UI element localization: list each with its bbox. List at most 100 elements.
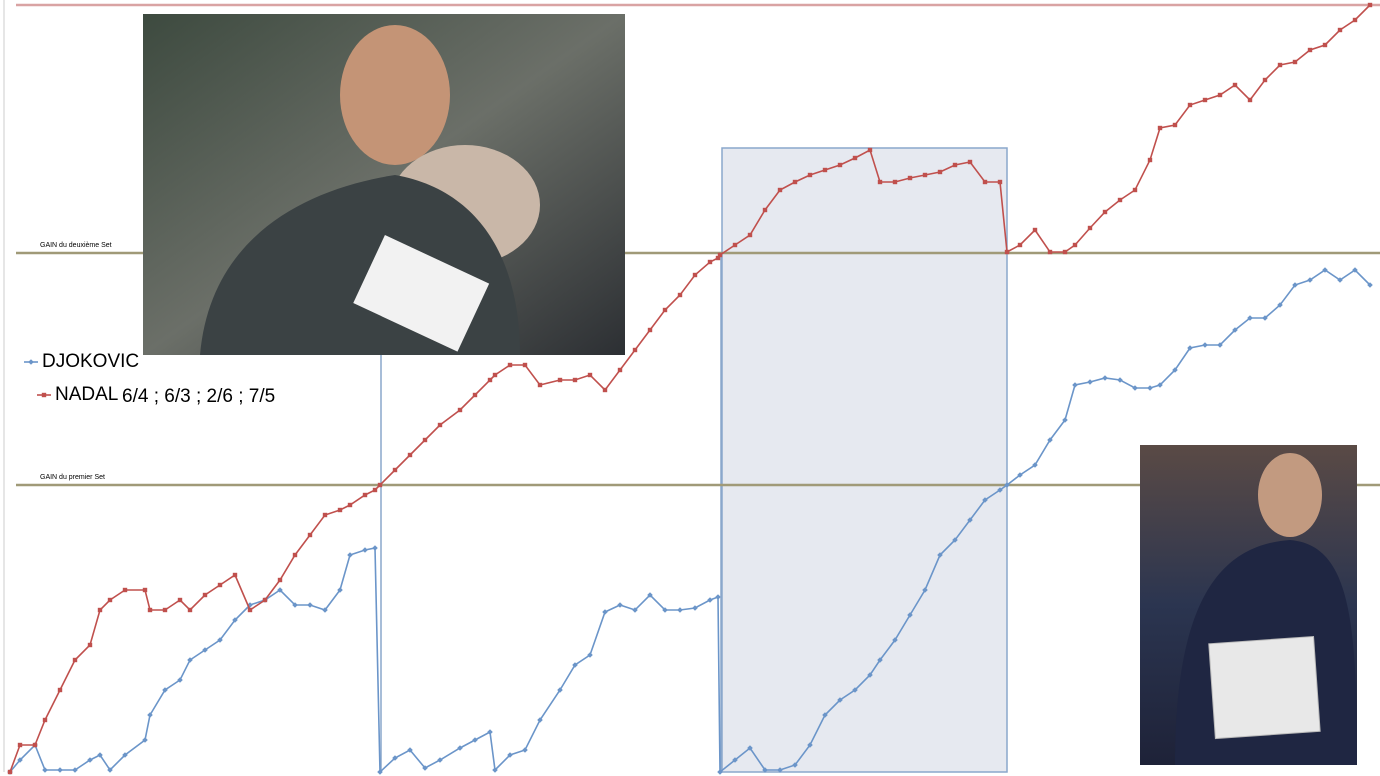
data-point [997,179,1003,185]
data-point [1202,342,1208,348]
data-point [17,742,23,748]
data-point [572,662,578,668]
data-point [822,167,828,173]
data-point [937,169,943,175]
data-point [142,587,148,593]
data-point [392,467,398,473]
data-point [837,162,843,168]
data-point [867,147,873,153]
data-point [247,602,253,608]
data-point [997,487,1003,493]
data-point [277,587,283,593]
data-point [1232,82,1238,88]
data-point [1117,377,1123,383]
data-point [292,552,298,558]
data-point [557,687,563,693]
data-point [492,767,498,773]
data-point [572,377,578,383]
data-point [362,547,368,553]
data-point [715,255,721,261]
data-point [1062,417,1068,423]
data-point [587,372,593,378]
set-highlight [721,147,1008,773]
data-point [7,769,13,775]
data-point [732,242,738,248]
data-point [217,582,223,588]
series-line [9,4,1371,773]
data-point [507,362,513,368]
data-point [322,512,328,518]
data-point [232,572,238,578]
data-point [147,607,153,613]
data-point [717,252,723,258]
data-point [202,592,208,598]
data-point [1017,472,1023,478]
data-point [437,422,443,428]
data-point [982,497,988,503]
data-point [377,769,383,775]
data-point [1322,267,1328,273]
data-point [762,767,768,773]
data-point [662,607,668,613]
data-point [632,347,638,353]
data-point [792,179,798,185]
data-point [177,677,183,683]
data-point [337,507,343,513]
data-point [407,747,413,753]
data-point [1307,277,1313,283]
data-point [967,517,973,523]
data-point [1217,92,1223,98]
data-point [217,637,223,643]
data-point [892,179,898,185]
data-point [537,717,543,723]
data-point [522,747,528,753]
data-point [792,762,798,768]
data-point [522,362,528,368]
data-point [1047,249,1053,255]
data-point [777,767,783,773]
data-point [1087,225,1093,231]
data-point [277,577,283,583]
data-point [142,737,148,743]
data-point [877,657,883,663]
data-point [122,587,128,593]
data-point [747,745,753,751]
data-point [982,179,988,185]
data-point [877,179,883,185]
data-point [372,545,378,551]
data-point [1367,282,1373,288]
data-point [97,752,103,758]
data-point [262,597,268,603]
data-point [32,742,38,748]
data-point [1187,102,1193,108]
series-lines [7,2,1373,775]
data-point [187,607,193,613]
data-point [1072,382,1078,388]
data-point [42,717,48,723]
data-point [347,502,353,508]
data-point [322,607,328,613]
data-point [1232,327,1238,333]
data-point [892,637,898,643]
data-point [307,532,313,538]
data-point [337,587,343,593]
data-point [1017,242,1023,248]
data-point [87,757,93,763]
data-point [537,382,543,388]
data-point [707,597,713,603]
photo-djokovic [1140,445,1357,765]
data-point [162,607,168,613]
data-point [1262,77,1268,83]
data-point [97,607,103,613]
legend: DJOKOVIC NADAL [24,351,139,405]
data-point [1247,315,1253,321]
data-point [952,162,958,168]
data-point [472,737,478,743]
series-line [9,268,1371,774]
data-point [507,752,513,758]
data-point [1172,367,1178,373]
data-point [677,292,683,298]
data-point [247,607,253,613]
data-point [472,392,478,398]
